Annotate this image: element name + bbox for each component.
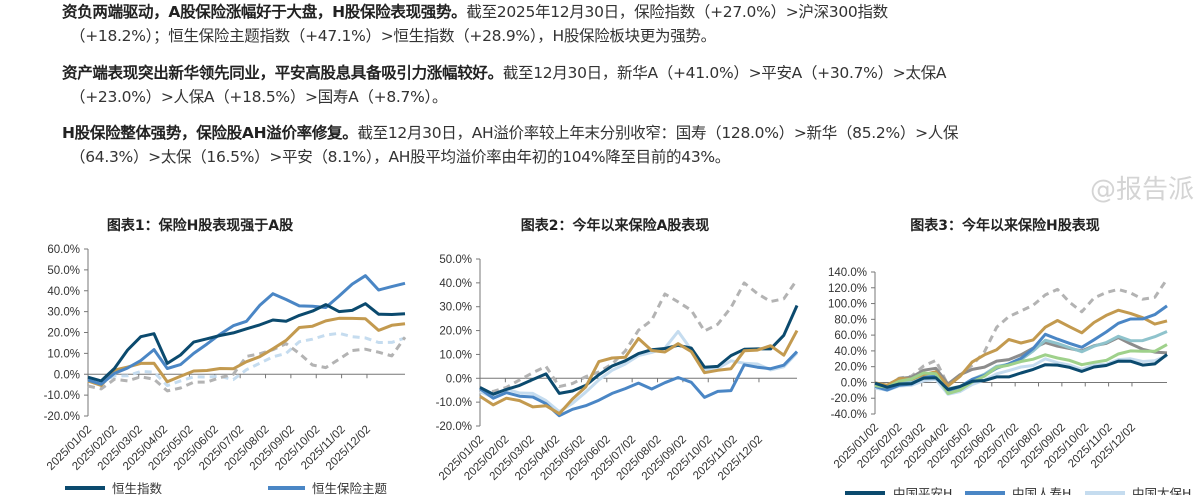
watermark: @报告派 [1090, 175, 1195, 205]
paragraph-text: （+23.0%）>人保A（+18.5%）>国寿A（+8.7%）。 [70, 88, 448, 106]
paragraph-text: 截至12月30日，新华A（+41.0%）>平安A（+30.7%）>太保A [502, 64, 947, 82]
y-tick-label: 10.0% [47, 348, 80, 360]
y-tick-label: 50.0% [439, 254, 472, 266]
series-line-series-7 [874, 343, 1168, 395]
y-tick-label: -40.0% [831, 409, 867, 421]
paragraph-heading: 资产端表现突出新华领先同业，平安高股息具备吸引力涨幅较好。 [62, 64, 503, 82]
y-tick-label: 100.0% [828, 299, 867, 311]
y-tick-label: -20.0% [44, 411, 80, 423]
y-tick-label: 50.0% [47, 265, 80, 277]
paragraph-text: 截至12月30日，AH溢价率较上年末分别收窄：国寿（128.0%）>新华（85.… [357, 124, 959, 142]
series-line-series-1 [87, 331, 406, 388]
chart-h-vs-a: 图表1：保险H股表现强于A股 60.0% 50.0% 40.0% 30.0% 20.0% 1… [44, 217, 407, 495]
y-tick-label: 30.0% [47, 307, 80, 319]
y-tick-label: 20.0% [439, 326, 472, 338]
y-tick-label: 60.0% [834, 330, 867, 342]
series-line-series-1 [874, 278, 1169, 387]
series-line-series-3 [479, 350, 799, 418]
legend-label: 中国太保H [1132, 486, 1191, 495]
y-tick-label: 0.0% [54, 369, 80, 381]
paragraph-heading: 资负两端驱动，A股保险涨幅好于大盘，H股保险表现强势。 [62, 3, 467, 21]
legend-label: 中国人寿H [1012, 486, 1071, 495]
series-line-中国平安H [874, 353, 1168, 391]
y-tick-label: -10.0% [436, 397, 472, 409]
y-tick-label: -20.0% [831, 393, 867, 405]
y-tick-label: 30.0% [439, 302, 472, 314]
series-line-中国太保H [874, 354, 1168, 396]
paragraph-text: 截至2025年12月30日，保险指数（+27.0%）>沪深300指数 [466, 3, 888, 21]
chart-title: 图表2：今年以来保险A股表现 [521, 217, 710, 234]
legend-label: 恒生指数 [112, 481, 163, 495]
legend-label: 中国平安H [893, 486, 952, 495]
y-tick-label: 0.0% [841, 377, 867, 389]
paragraph-text: （64.3%）>太保（16.5%）>平安（8.1%），AH股平均溢价率由年初的1… [70, 148, 731, 166]
chart-a-share-insurers: 图表2：今年以来保险A股表现 50.0% 40.0% 30.0% 20.0% 10.0% 0… [436, 217, 799, 483]
series-line-series-3 [87, 316, 406, 387]
paragraph-heading: H股保险整体强势，保险股AH溢价率修复。 [62, 124, 358, 142]
series-line-series-2 [479, 329, 799, 414]
paragraph-1: 资负两端驱动，A股保险涨幅好于大盘，H股保险表现强势。截至2025年12月30日… [62, 0, 888, 48]
series-line-恒生保险主题 [87, 274, 406, 386]
y-tick-label: 40.0% [47, 286, 80, 298]
legend-label: 恒生保险主题 [312, 481, 388, 495]
paragraph-3: H股保险整体强势，保险股AH溢价率修复。截至12月30日，AH溢价率较上年末分别… [62, 121, 958, 169]
y-tick-label: 120.0% [828, 283, 867, 295]
y-tick-label: 20.0% [47, 328, 80, 340]
y-tick-label: -10.0% [44, 390, 80, 402]
y-tick-label: -20.0% [436, 421, 472, 433]
y-tick-label: 0.0% [446, 373, 472, 385]
series-line-series-5 [479, 329, 799, 416]
y-tick-label: 10.0% [439, 349, 472, 361]
chart-title: 图表1：保险H股表现强于A股 [107, 217, 294, 234]
y-tick-label: 140.0% [828, 267, 867, 279]
chart-title: 图表3：今年以来保险H股表现 [910, 217, 1099, 234]
y-tick-label: 60.0% [47, 244, 80, 256]
y-tick-label: 20.0% [834, 362, 867, 374]
y-tick-label: 80.0% [834, 314, 867, 326]
y-tick-label: 40.0% [834, 346, 867, 358]
paragraph-2: 资产端表现突出新华领先同业，平安高股息具备吸引力涨幅较好。截至12月30日，新华… [62, 61, 947, 109]
series-line-恒生指数 [87, 302, 406, 383]
chart-h-share-insurers: 图表3：今年以来保险H股表现 140.0% 120.0% 100.0% 80.0% 60.… [828, 217, 1191, 495]
series-line-series-1 [479, 278, 799, 395]
paragraph-text: （+18.2%）；恒生保险主题指数（+47.1%）>恒生指数（+28.9%），H… [70, 27, 716, 45]
y-tick-label: 40.0% [439, 278, 472, 290]
